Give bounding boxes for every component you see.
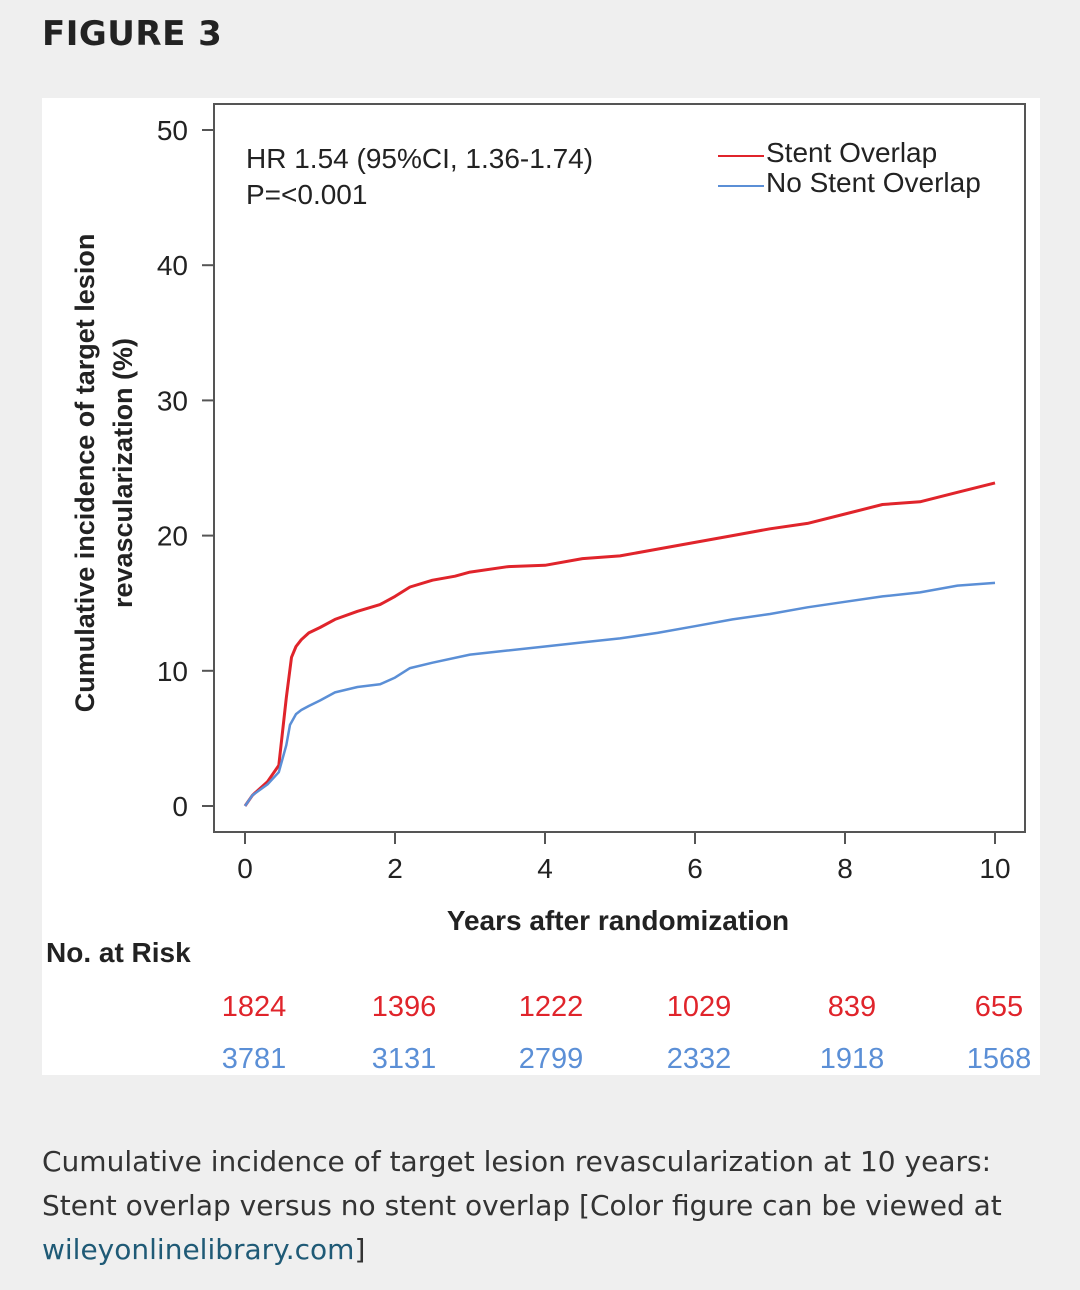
y-axis-label-line1: Cumulative incidence of target lesion xyxy=(70,234,100,713)
y-tick-label-40: 40 xyxy=(157,250,188,281)
x-tick-label-10: 10 xyxy=(979,853,1010,884)
y-tick-label-30: 30 xyxy=(157,385,188,416)
risk-stent-overlap-2: 1396 xyxy=(372,991,437,1023)
risk-no-stent-overlap-0: 3781 xyxy=(222,1043,287,1075)
risk-stent-overlap-10: 655 xyxy=(975,991,1023,1023)
y-ticks: 0 10 20 30 40 50 xyxy=(157,115,214,822)
risk-no-stent-overlap-4: 2799 xyxy=(519,1043,584,1075)
risk-stent-overlap-8: 839 xyxy=(828,991,876,1023)
risk-table: 1824 1396 1222 1029 839 655 3781 3131 2799 2332 19… xyxy=(222,991,1032,1075)
figure-title: FIGURE 3 xyxy=(42,14,223,54)
km-chart: 0 10 20 30 40 50 0 2 4 6 8 10 Cumulative incidence… xyxy=(46,103,1032,1075)
wiley-link[interactable]: wileyonlinelibrary.com xyxy=(42,1233,355,1266)
curve-no-stent-overlap xyxy=(243,581,996,807)
y-tick-label-20: 20 xyxy=(157,521,188,552)
hazard-ratio-annotation: HR 1.54 (95%CI, 1.36-1.74) xyxy=(246,143,593,174)
p-value-annotation: P=<0.001 xyxy=(246,179,367,210)
y-tick-label-50: 50 xyxy=(157,115,188,146)
y-tick-label-0: 0 xyxy=(172,791,188,822)
curves xyxy=(243,481,996,807)
risk-no-stent-overlap-6: 2332 xyxy=(667,1043,732,1075)
y-tick-label-10: 10 xyxy=(157,656,188,687)
risk-no-stent-overlap-8: 1918 xyxy=(820,1043,885,1075)
plot-frame xyxy=(213,103,1026,833)
risk-stent-overlap-4: 1222 xyxy=(519,991,584,1023)
figure-panel: 0 10 20 30 40 50 0 2 4 6 8 10 Cumulative incidence… xyxy=(42,98,1040,1075)
risk-stent-overlap-6: 1029 xyxy=(667,991,732,1023)
y-axis-label-line2: revascularization (%) xyxy=(108,338,138,608)
curve-stent-overlap xyxy=(243,481,996,807)
caption-text: Cumulative incidence of target lesion re… xyxy=(42,1145,1002,1222)
x-tick-label-6: 6 xyxy=(687,853,703,884)
x-tick-label-0: 0 xyxy=(237,853,253,884)
risk-no-stent-overlap-10: 1568 xyxy=(967,1043,1032,1075)
figure-caption: Cumulative incidence of target lesion re… xyxy=(42,1140,1052,1272)
risk-no-stent-overlap-2: 3131 xyxy=(372,1043,437,1075)
x-axis-label: Years after randomization xyxy=(447,905,789,936)
x-tick-label-2: 2 xyxy=(387,853,403,884)
x-ticks: 0 2 4 6 8 10 xyxy=(237,832,1011,884)
x-tick-label-8: 8 xyxy=(837,853,853,884)
risk-table-title: No. at Risk xyxy=(46,937,191,968)
risk-stent-overlap-0: 1824 xyxy=(222,991,287,1023)
x-tick-label-4: 4 xyxy=(537,853,553,884)
caption-suffix: ] xyxy=(354,1233,366,1266)
legend-label-stent-overlap: Stent Overlap xyxy=(766,137,937,168)
legend-label-no-stent-overlap: No Stent Overlap xyxy=(766,167,981,198)
legend: Stent Overlap No Stent Overlap xyxy=(718,137,981,198)
